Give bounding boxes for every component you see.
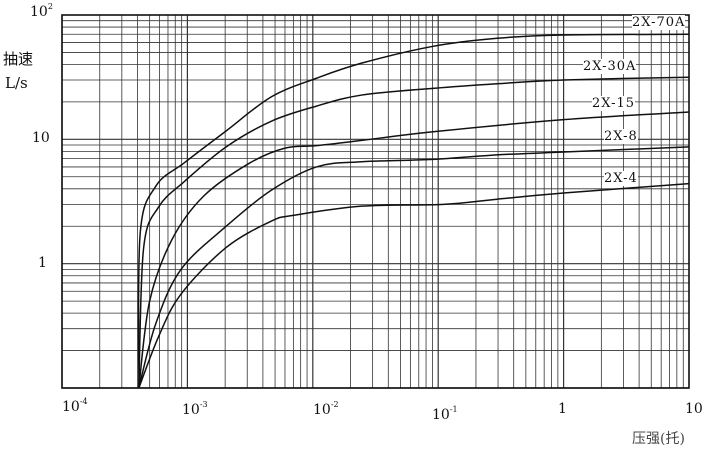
x-tick-label: 10-2 <box>313 400 339 418</box>
series-line-2x-15 <box>138 111 690 389</box>
series-label-2x-15: 2X-15 <box>592 96 635 111</box>
x-tick-label: 10-1 <box>432 405 458 423</box>
series-label-2x-30a: 2X-30A <box>583 59 637 74</box>
series-line-2x-70a <box>137 33 690 389</box>
y-axis-unit: L/s <box>5 74 28 92</box>
y-axis-label: 抽速 <box>3 50 34 68</box>
y-tick-label: 1 <box>38 255 47 271</box>
x-tick-label: 10 <box>685 401 703 417</box>
series-label-2x-70a: 2X-70A <box>632 15 686 30</box>
series-label-2x-4: 2X-4 <box>604 171 638 186</box>
x-tick-label: 10-3 <box>182 400 208 418</box>
series-line-2x-30a <box>138 76 690 389</box>
x-axis-label: 压强(托) <box>632 431 685 447</box>
y-tick-label: 102 <box>30 2 53 20</box>
series-line-2x-8 <box>138 146 690 389</box>
x-tick-label: 1 <box>558 401 567 417</box>
x-tick-label: 10-4 <box>62 397 88 415</box>
series-label-2x-8: 2X-8 <box>604 129 638 144</box>
plot-frame <box>61 14 690 389</box>
y-tick-label: 10 <box>32 130 50 146</box>
series-line-2x-4 <box>138 182 690 389</box>
